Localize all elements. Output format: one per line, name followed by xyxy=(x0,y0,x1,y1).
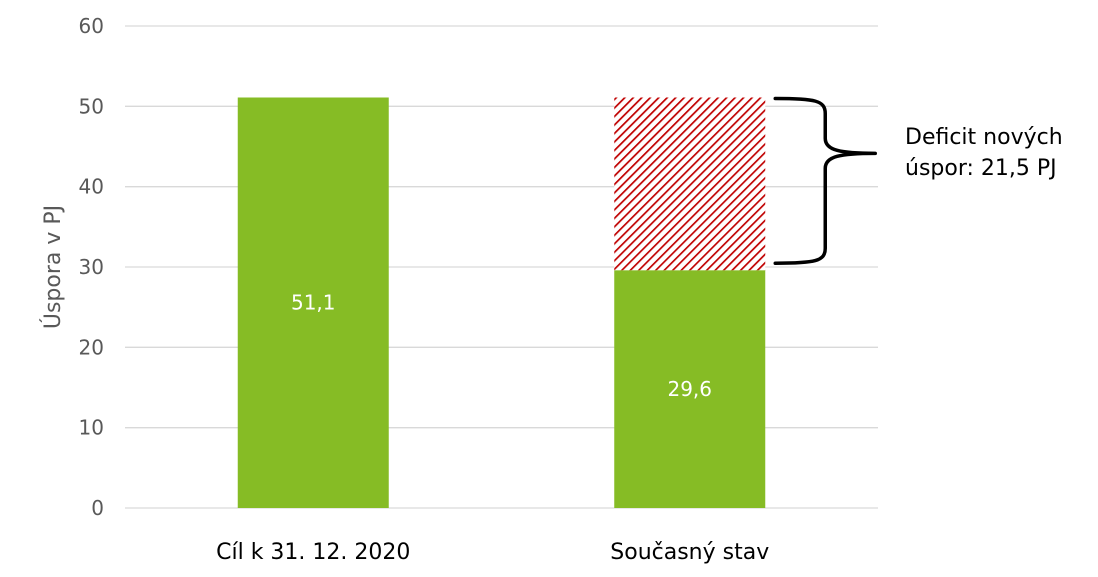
y-tick-label: 50 xyxy=(79,94,104,118)
x-axis-categories: Cíl k 31. 12. 2020 Současný stav xyxy=(216,540,769,565)
y-tick-label: 40 xyxy=(79,175,104,199)
deficit-brace xyxy=(773,96,877,265)
bar-data-label: 29,6 xyxy=(667,377,712,401)
y-tick-label: 10 xyxy=(79,416,104,440)
y-axis-label: Úspora v PJ xyxy=(40,205,66,329)
bar-segment-savings xyxy=(237,97,389,508)
y-tick-label: 0 xyxy=(91,496,104,520)
y-tick-label: 30 xyxy=(79,255,104,279)
y-tick-label: 60 xyxy=(79,14,104,38)
bar-segment-savings xyxy=(614,270,766,508)
y-axis-ticks: 0 10 20 30 40 50 60 xyxy=(79,14,104,520)
deficit-annotation-line-1: Deficit nových xyxy=(905,125,1063,150)
bar-segment-deficit xyxy=(614,97,766,271)
x-category-label: Cíl k 31. 12. 2020 xyxy=(216,540,410,565)
bars: 51,1 29,6 xyxy=(237,97,766,508)
deficit-annotation-line-2: úspor: 21,5 PJ xyxy=(905,156,1057,181)
x-category-label: Současný stav xyxy=(610,540,769,565)
bar-data-label: 51,1 xyxy=(291,291,336,315)
y-tick-label: 20 xyxy=(79,335,104,359)
